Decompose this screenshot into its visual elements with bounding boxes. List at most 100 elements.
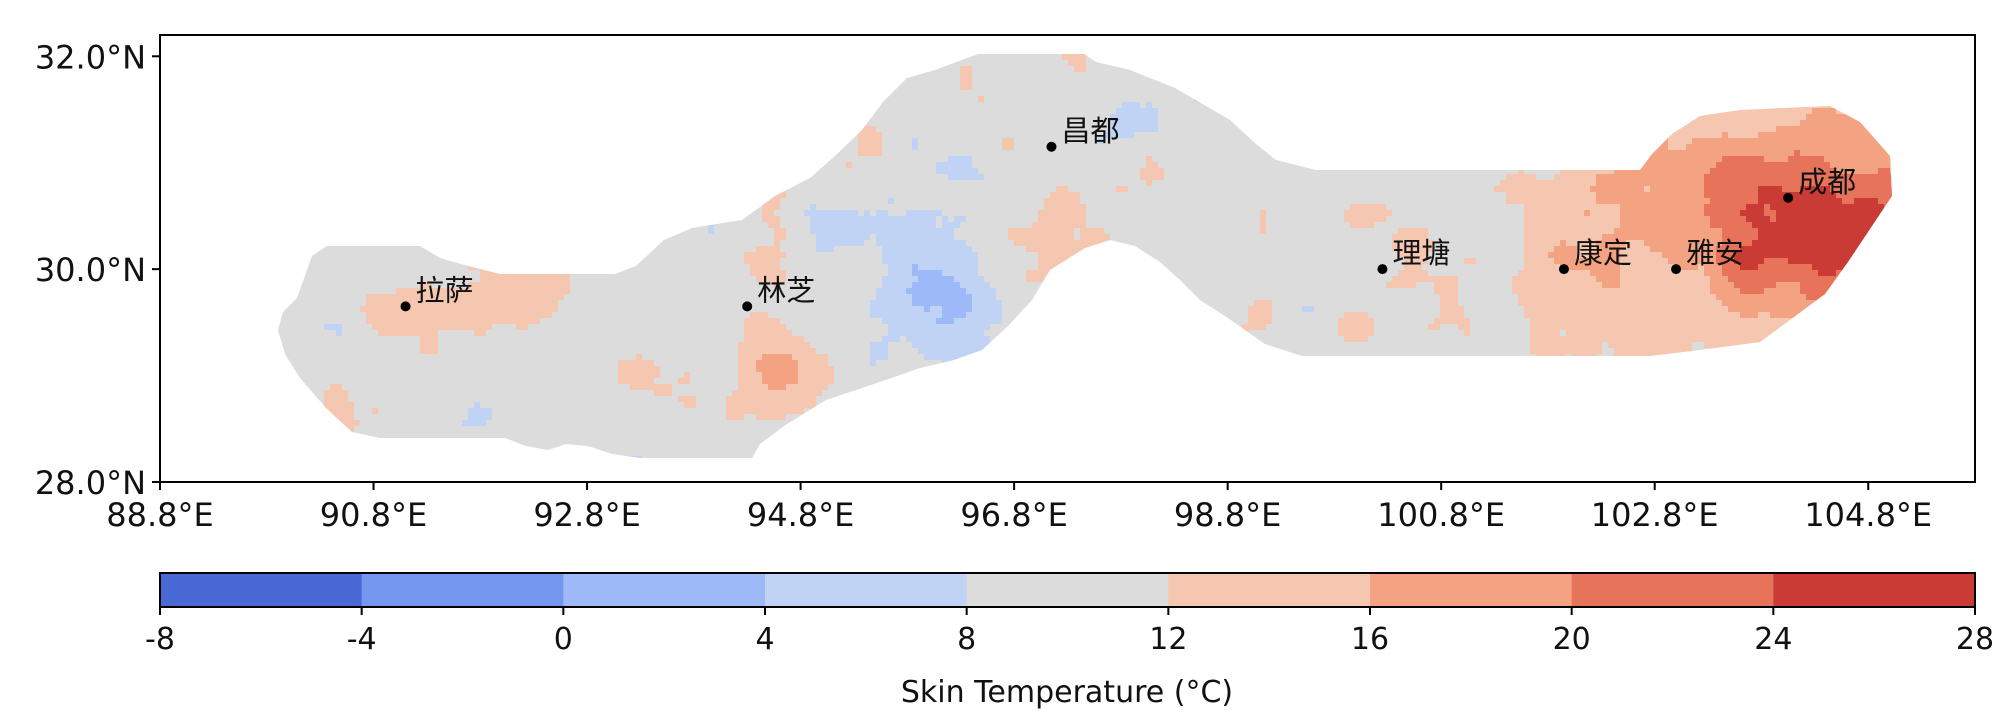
temperature-cell — [432, 198, 439, 205]
temperature-cell — [408, 288, 415, 295]
temperature-cell — [540, 228, 547, 235]
temperature-cell — [690, 192, 697, 199]
temperature-cell — [294, 54, 301, 61]
temperature-cell — [672, 150, 679, 157]
temperature-cell — [642, 444, 649, 451]
temperature-cell — [378, 390, 385, 397]
temperature-cell — [648, 360, 655, 367]
temperature-cell — [420, 114, 427, 121]
temperature-cell — [642, 90, 649, 97]
temperature-cell — [294, 282, 301, 289]
temperature-cell — [450, 90, 457, 97]
temperature-cell — [366, 342, 373, 349]
temperature-cell — [426, 222, 433, 229]
temperature-cell — [288, 90, 295, 97]
temperature-cell — [624, 336, 631, 343]
temperature-cell — [606, 144, 613, 151]
temperature-cell — [318, 54, 325, 55]
temperature-cell — [438, 348, 445, 355]
temperature-cell — [288, 342, 295, 349]
temperature-cell — [288, 384, 295, 391]
temperature-cell — [654, 432, 661, 439]
temperature-cell — [270, 120, 277, 127]
temperature-cell — [648, 312, 655, 319]
temperature-cell — [426, 282, 433, 289]
temperature-cell — [606, 360, 613, 367]
temperature-cell — [444, 336, 451, 343]
temperature-cell — [594, 444, 601, 451]
temperature-cell — [414, 348, 421, 355]
temperature-cell — [660, 432, 667, 439]
temperature-cell — [528, 96, 535, 103]
temperature-cell — [414, 78, 421, 85]
temperature-cell — [564, 456, 571, 458]
temperature-cell — [348, 372, 355, 379]
temperature-cell — [396, 84, 403, 91]
temperature-cell — [348, 276, 355, 283]
temperature-cell — [576, 432, 583, 439]
temperature-cell — [420, 276, 427, 283]
temperature-cell — [378, 114, 385, 121]
temperature-cell — [372, 138, 379, 145]
temperature-cell — [270, 396, 277, 403]
temperature-cell — [648, 144, 655, 151]
temperature-cell — [288, 402, 295, 409]
temperature-cell — [372, 150, 379, 157]
temperature-cell — [690, 54, 697, 61]
temperature-cell — [516, 342, 523, 349]
temperature-cell — [270, 204, 277, 211]
temperature-cell — [390, 414, 397, 421]
temperature-cell — [576, 276, 583, 283]
temperature-cell — [432, 378, 439, 385]
temperature-cell — [582, 54, 589, 61]
temperature-cell — [534, 132, 541, 139]
temperature-cell — [414, 432, 421, 439]
temperature-cell — [594, 228, 601, 235]
temperature-cell — [426, 60, 433, 67]
temperature-cell — [540, 456, 547, 458]
temperature-cell — [498, 102, 505, 109]
temperature-cell — [378, 378, 385, 385]
temperature-cell — [570, 408, 577, 415]
temperature-cell — [336, 54, 343, 61]
temperature-cell — [270, 78, 277, 85]
temperature-cell — [288, 462, 295, 469]
temperature-cell — [630, 60, 637, 67]
temperature-cell — [564, 258, 571, 265]
temperature-cell — [408, 198, 415, 205]
temperature-cell — [570, 114, 577, 121]
temperature-cell — [354, 426, 361, 433]
temperature-cell — [294, 300, 301, 307]
temperature-cell — [630, 126, 637, 133]
temperature-cell — [564, 396, 571, 403]
temperature-cell — [372, 162, 379, 169]
temperature-cell — [666, 66, 673, 73]
temperature-cell — [486, 420, 493, 427]
temperature-cell — [384, 258, 391, 265]
temperature-cell — [270, 420, 277, 427]
temperature-cell — [282, 54, 289, 55]
temperature-cell — [396, 378, 403, 385]
temperature-cell — [420, 174, 427, 181]
temperature-cell — [564, 408, 571, 415]
temperature-cell — [654, 318, 661, 325]
temperature-cell — [278, 222, 283, 229]
temperature-cell — [330, 282, 337, 289]
temperature-cell — [684, 150, 691, 157]
temperature-cell — [420, 360, 427, 367]
temperature-cell — [492, 366, 499, 373]
temperature-cell — [564, 384, 571, 391]
temperature-cell — [324, 342, 331, 349]
temperature-cell — [558, 210, 565, 217]
temperature-cell — [618, 60, 625, 67]
temperature-cell — [672, 222, 679, 229]
temperature-cell — [540, 336, 547, 343]
temperature-cell — [408, 258, 415, 265]
temperature-cell — [468, 90, 475, 97]
temperature-cell — [312, 54, 319, 55]
temperature-cell — [480, 402, 487, 409]
temperature-cell — [540, 180, 547, 187]
temperature-cell — [654, 174, 661, 181]
temperature-cell — [552, 372, 559, 379]
temperature-cell — [306, 258, 313, 265]
